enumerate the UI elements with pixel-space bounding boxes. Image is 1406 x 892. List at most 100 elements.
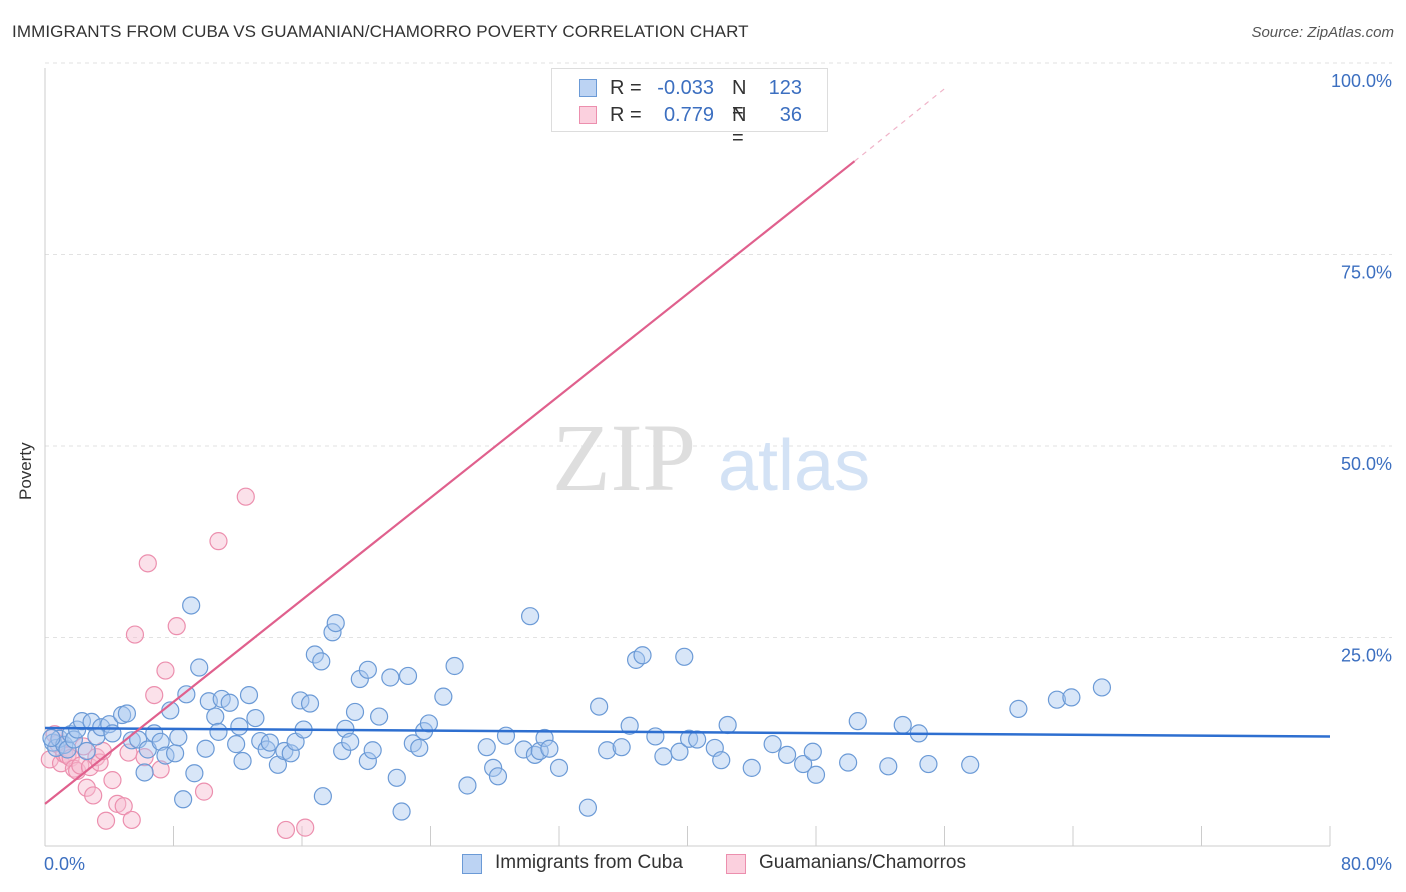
point-cuba [341, 732, 360, 751]
point-guamanians [122, 810, 141, 830]
point-cuba [61, 725, 80, 744]
point-cuba [185, 764, 204, 783]
point-cuba [313, 787, 332, 806]
point-cuba [392, 802, 411, 821]
point-cuba [345, 702, 365, 722]
point-cuba [206, 707, 225, 726]
point-cuba [77, 741, 96, 761]
legend-n-label: N = [732, 104, 747, 149]
y-axis-label: Poverty [16, 442, 35, 500]
legend-r-value: 0.779 [663, 104, 714, 126]
point-cuba [718, 715, 737, 735]
watermark-zip: ZIP [552, 404, 696, 511]
point-cuba [196, 739, 215, 758]
point-guamanians [145, 685, 164, 705]
legend-swatch-cuba [579, 79, 597, 97]
point-cuba [540, 739, 559, 758]
y-tick-label: 50.0% [1341, 454, 1392, 474]
point-cuba [742, 758, 761, 777]
point-cuba [260, 733, 279, 752]
point-cuba [477, 738, 496, 757]
y-tick-label: 25.0% [1341, 646, 1392, 666]
point-cuba [230, 717, 249, 736]
y-tick-label: 100.0% [1331, 71, 1392, 91]
point-cuba [381, 668, 400, 687]
point-cuba [174, 790, 193, 809]
legend-r-label: R = [610, 77, 648, 99]
bottom-legend-swatch-cuba [462, 854, 482, 874]
point-cuba [58, 740, 77, 759]
point-cuba [363, 741, 382, 760]
point-cuba [488, 767, 508, 786]
point-cuba [151, 732, 170, 751]
point-cuba [281, 744, 300, 763]
point-guamanians [138, 554, 157, 573]
x-tick-label: 0.0% [44, 854, 85, 874]
point-cuba [246, 708, 265, 728]
point-cuba [387, 768, 406, 787]
axes [44, 68, 1331, 847]
point-guamanians [125, 625, 145, 644]
point-cuba [839, 753, 858, 772]
watermark-atlas: atlas [718, 426, 870, 506]
point-cuba [496, 726, 516, 745]
point-cuba [794, 754, 813, 774]
point-cuba [358, 751, 377, 771]
y-tick-label: 75.0% [1341, 263, 1392, 283]
point-cuba [646, 727, 665, 746]
point-guamanians [236, 487, 255, 506]
point-cuba [166, 744, 185, 763]
point-cuba [688, 730, 707, 749]
point-cuba [777, 745, 797, 764]
trend-line-guamanians-extension [854, 85, 949, 162]
point-cuba [220, 693, 239, 712]
point-cuba [403, 734, 422, 753]
point-guamanians [167, 617, 186, 636]
point-cuba [670, 742, 689, 761]
source-credit: Source: ZipAtlas.com [1251, 24, 1394, 41]
gridlines [45, 62, 1392, 638]
legend-r-label: R = [610, 104, 648, 126]
point-cuba [122, 731, 141, 750]
point-cuba [514, 740, 533, 759]
point-cuba [190, 658, 209, 677]
x-tick-label: 80.0% [1341, 854, 1392, 874]
point-cuba [233, 751, 252, 771]
point-cuba [1047, 690, 1067, 709]
point-guamanians [209, 532, 228, 551]
legend-n-value: 36 [779, 104, 802, 126]
point-guamanians [84, 786, 103, 805]
point-cuba [370, 707, 389, 726]
point-cuba [1062, 688, 1081, 707]
bottom-legend-label-cuba: Immigrants from Cuba [495, 852, 683, 873]
legend-r-value: -0.033 [657, 77, 714, 99]
point-cuba [434, 687, 453, 706]
legend-n-value: 123 [768, 77, 802, 99]
point-cuba [961, 755, 980, 774]
point-cuba [1092, 678, 1112, 697]
point-cuba [64, 730, 84, 749]
point-cuba [612, 738, 631, 757]
point-cuba [305, 645, 324, 664]
point-cuba [300, 694, 320, 713]
bottom-legend-swatch-guamanians [726, 854, 746, 874]
point-cuba [598, 741, 617, 760]
point-cuba [549, 758, 569, 777]
bottom-legend-label-guamanians: Guamanians/Chamorros [759, 852, 966, 873]
point-cuba [182, 596, 201, 615]
correlation-legend: R = -0.033 N = 123 R = 0.779 N = 36 [551, 68, 828, 149]
point-cuba [484, 758, 503, 777]
point-cuba [410, 738, 429, 758]
point-cuba [520, 607, 540, 626]
point-guamanians [103, 771, 122, 790]
point-cuba [445, 656, 464, 676]
point-cuba [72, 712, 92, 731]
point-guamanians [114, 797, 133, 816]
point-cuba [712, 751, 731, 770]
point-cuba [590, 697, 609, 716]
point-cuba [848, 712, 867, 731]
tick-labels: 25.0% 50.0% 75.0% 100.0% 0.0% 80.0% [44, 71, 1392, 874]
point-cuba [326, 613, 345, 633]
point-cuba [419, 714, 438, 733]
